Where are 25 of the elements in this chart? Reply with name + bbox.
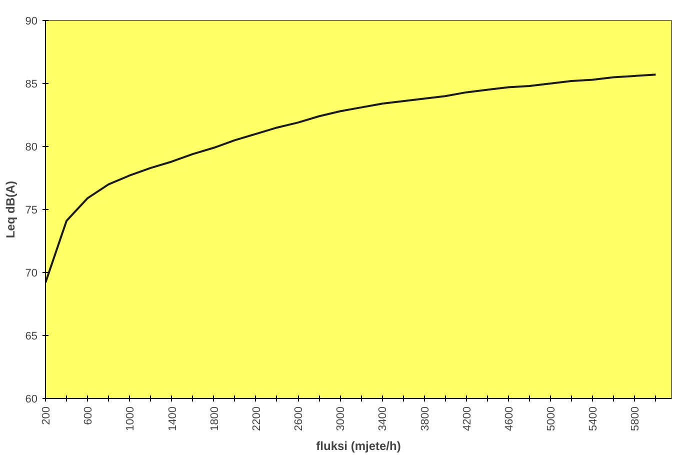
x-tick-label: 4600 bbox=[503, 406, 516, 431]
x-tick-label: 2600 bbox=[293, 406, 306, 431]
y-tick-label: 85 bbox=[25, 78, 38, 90]
x-tick-label: 5000 bbox=[546, 406, 558, 431]
x-tick-label: 600 bbox=[82, 406, 95, 425]
x-tick-label: 1800 bbox=[208, 406, 221, 431]
y-axis-title: Leq dB(A) bbox=[3, 180, 18, 238]
x-tick-label: 200 bbox=[40, 406, 52, 425]
x-tick-label: 3800 bbox=[419, 406, 432, 431]
x-tick-label: 5400 bbox=[588, 406, 600, 431]
y-tick-label: 65 bbox=[25, 330, 38, 342]
x-axis-title: fluksi (mjete/h) bbox=[316, 438, 401, 453]
x-tick-label: 1400 bbox=[166, 406, 179, 431]
x-tick-label: 1000 bbox=[124, 406, 137, 431]
y-tick-label: 80 bbox=[25, 142, 38, 154]
y-tick-label: 90 bbox=[25, 16, 38, 28]
x-tick-label: 2200 bbox=[250, 406, 263, 431]
x-tick-label: 4200 bbox=[461, 406, 474, 431]
x-tick-label: 3000 bbox=[335, 406, 348, 431]
line-series bbox=[46, 74, 657, 284]
y-tick-label: 75 bbox=[25, 204, 38, 216]
y-tick-label: 60 bbox=[25, 394, 38, 406]
x-tick-label: 3400 bbox=[377, 406, 390, 431]
y-tick-label: 70 bbox=[25, 268, 38, 280]
x-tick-label: 5800 bbox=[630, 406, 642, 431]
